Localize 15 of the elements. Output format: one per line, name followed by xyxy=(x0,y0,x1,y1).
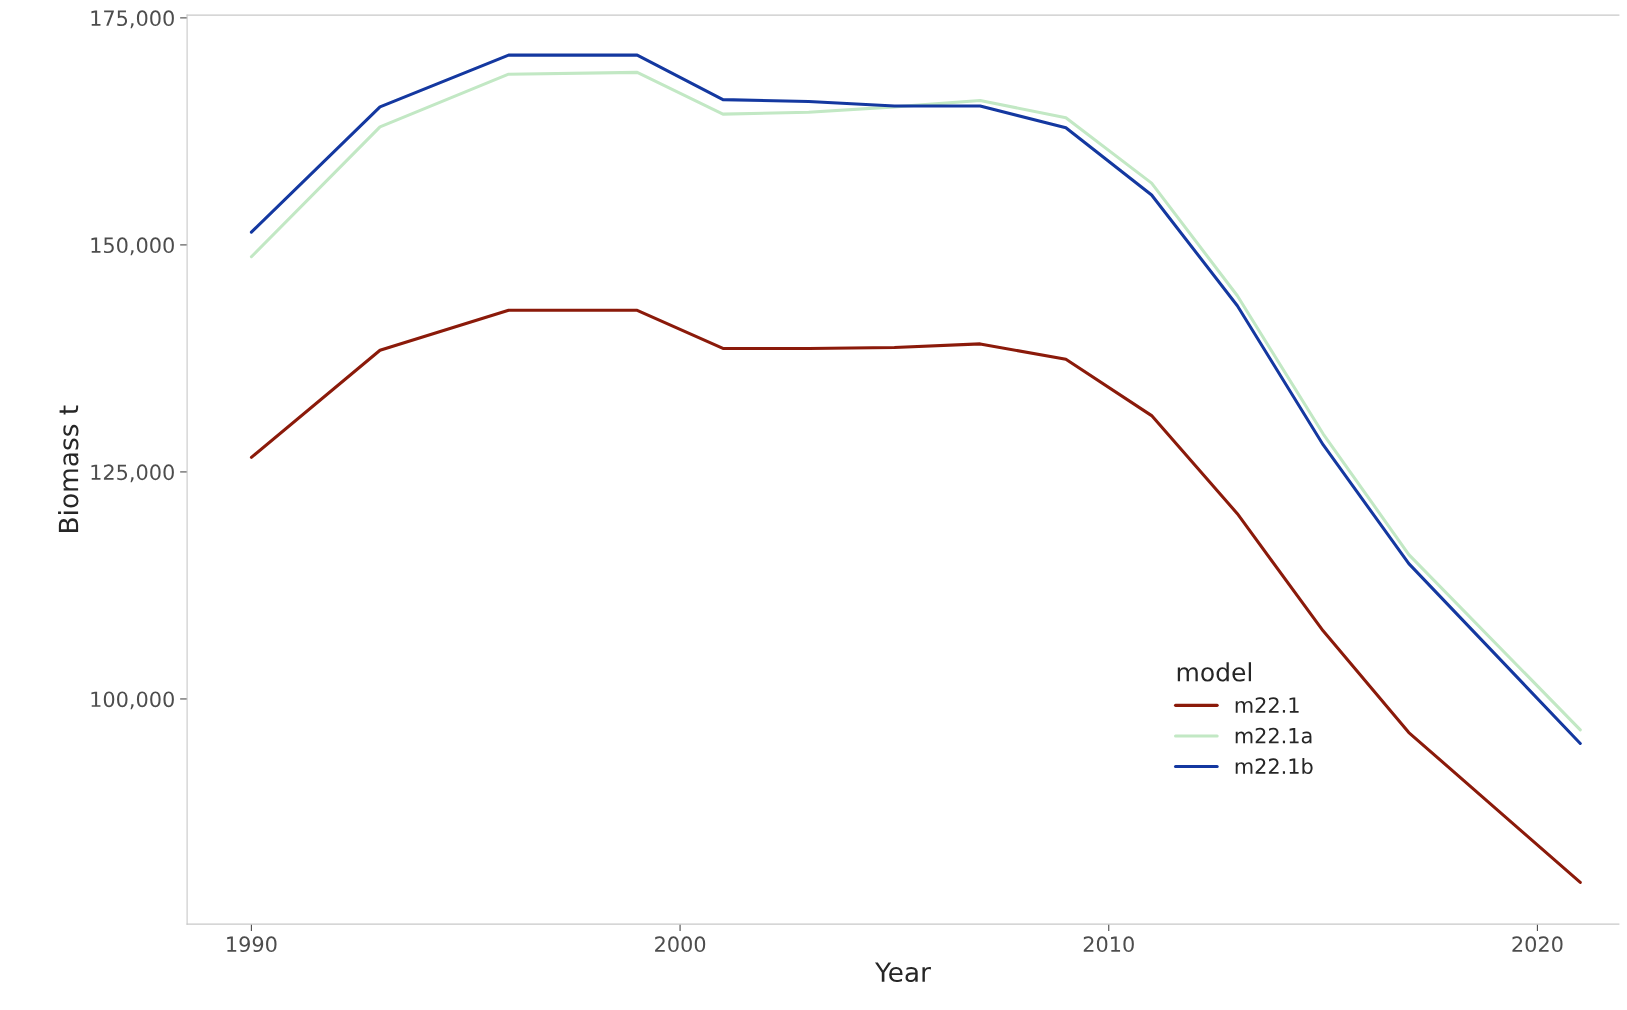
y-tick-label: 125,000 xyxy=(91,464,174,483)
line-series xyxy=(249,308,1582,884)
x-tick-label: 2010 xyxy=(1083,936,1134,953)
x-tick-label: 1990 xyxy=(227,936,277,953)
y-axis-title: Biomass t xyxy=(58,405,79,532)
legend-label: m22.1a xyxy=(1235,727,1312,744)
y-tick-label: 150,000 xyxy=(91,237,174,256)
x-tick-label: 2000 xyxy=(655,936,706,953)
x-axis-title: Year xyxy=(874,962,931,983)
legend-title: model xyxy=(1177,662,1252,682)
legend-label: m22.1b xyxy=(1235,757,1313,775)
legend-label: m22.1 xyxy=(1235,697,1299,713)
y-tick-label: 175,000 xyxy=(91,10,174,29)
y-tick-label: 100,000 xyxy=(91,691,174,710)
x-tick-label: 2020 xyxy=(1512,936,1563,953)
